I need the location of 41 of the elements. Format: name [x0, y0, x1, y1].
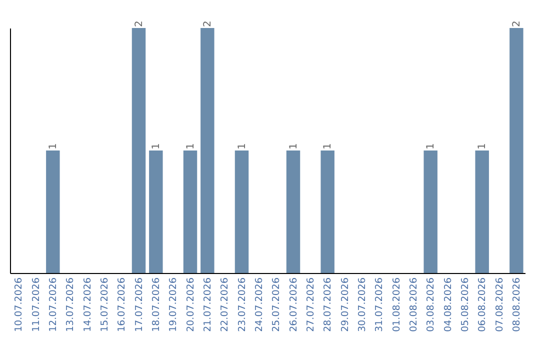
x-tick-label: 30.07.2026	[356, 278, 368, 332]
data-label: 1	[322, 143, 334, 150]
data-label: 1	[477, 143, 488, 150]
x-tick-label: 03.08.2026	[426, 278, 437, 332]
x-tick-label: 28.07.2026	[322, 278, 334, 332]
x-tick-label: 14.07.2026	[82, 278, 94, 332]
data-label: 1	[185, 143, 196, 150]
x-tick-label: 15.07.2026	[99, 278, 110, 332]
x-tick-label: 26.07.2026	[288, 278, 300, 332]
x-tick-label: 10.07.2026	[14, 278, 25, 332]
x-tick-label: 23.07.2026	[236, 278, 248, 332]
x-tick-label: 12.07.2026	[48, 278, 59, 332]
data-label: 2	[511, 20, 522, 27]
data-label: 2	[134, 20, 145, 27]
x-tick-label: 01.08.2026	[391, 278, 402, 332]
x-tick-label: 27.07.2026	[305, 278, 316, 332]
data-label: 1	[48, 143, 59, 150]
x-tick-label: 21.07.2026	[202, 278, 214, 332]
x-tick-label: 13.07.2026	[65, 278, 76, 332]
x-tick-label: 25.07.2026	[271, 278, 282, 332]
x-tick-label: 07.08.2026	[494, 278, 506, 332]
x-tick-label: 31.07.2026	[374, 278, 386, 332]
x-tick-label: 08.08.2026	[511, 278, 522, 332]
data-label: 1	[288, 143, 300, 150]
data-label: 1	[236, 143, 248, 150]
x-tick-label: 05.08.2026	[460, 278, 471, 332]
x-tick-label: 17.07.2026	[134, 278, 145, 332]
x-tick-label: 06.08.2026	[477, 278, 488, 332]
x-tick-label: 11.07.2026	[30, 278, 42, 332]
x-tick-label: 16.07.2026	[116, 278, 128, 332]
x-tick-label: 19.07.2026	[168, 278, 180, 332]
x-tick-label: 20.07.2026	[185, 278, 196, 332]
data-label: 1	[426, 143, 437, 150]
x-tick-label: 24.07.2026	[254, 278, 265, 332]
x-tick-label: 04.08.2026	[442, 278, 454, 332]
data-label: 1	[150, 143, 162, 150]
x-tick-label: 18.07.2026	[150, 278, 162, 332]
x-tick-label: 29.07.2026	[340, 278, 351, 332]
x-tick-label: 02.08.2026	[408, 278, 420, 332]
data-label: 2	[202, 20, 214, 27]
x-tick-label: 22.07.2026	[220, 278, 231, 332]
